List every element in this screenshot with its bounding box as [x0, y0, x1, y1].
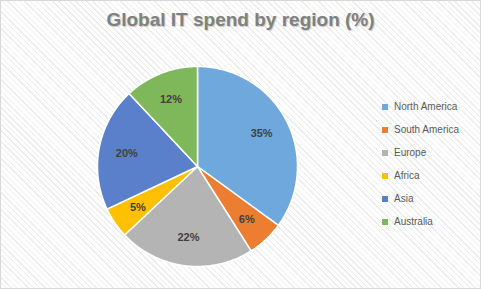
- html-text:Europe: Europe: [394, 147, 427, 158]
- html-text:Asia: Asia: [394, 193, 414, 204]
- html-text:South America: South America: [394, 124, 459, 135]
- svg-text:35%: 35%: [251, 127, 273, 139]
- svg-text:22%: 22%: [177, 231, 199, 243]
- svg-text:12%: 12%: [160, 93, 182, 105]
- html-text:Africa: Africa: [394, 170, 420, 181]
- html-text:Australia: Australia: [394, 216, 433, 227]
- html-text:North America: North America: [394, 101, 458, 112]
- svg-text:20%: 20%: [116, 147, 138, 159]
- svg-text:5%: 5%: [130, 200, 146, 212]
- svg-text:6%: 6%: [239, 213, 255, 225]
- html-text:Global IT spend by region (%): Global IT spend by region (%): [106, 9, 375, 30]
